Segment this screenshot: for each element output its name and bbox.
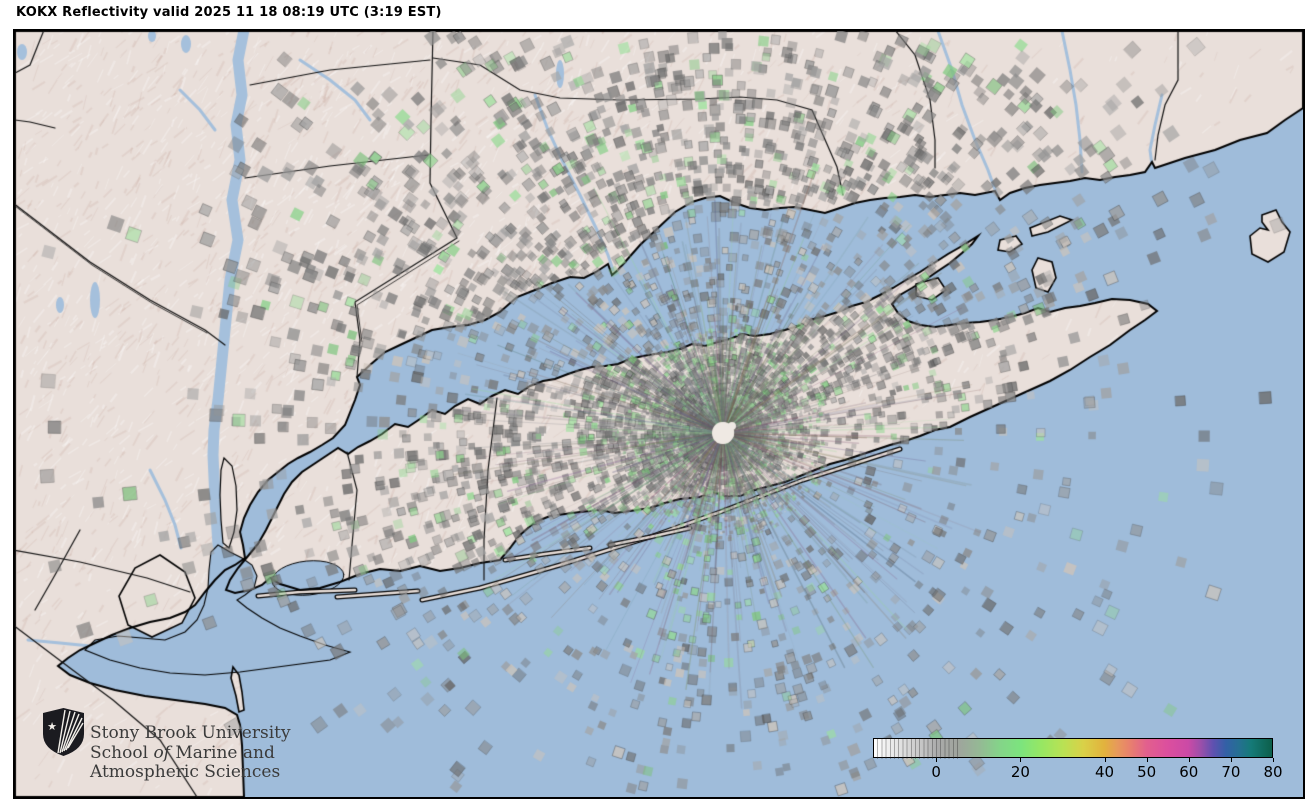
colorbar-tick-label: 40: [1095, 763, 1115, 781]
colorbar-tick-label: 20: [1010, 763, 1030, 781]
map-frame: ★ Stony Brook University School of Marin…: [13, 29, 1305, 799]
svg-text:★: ★: [47, 720, 57, 733]
colorbar-tick-label: 80: [1263, 763, 1283, 781]
radar-map-canvas: [15, 31, 1303, 797]
reflectivity-colorbar: 0 20 40 50 60 70 80: [873, 738, 1283, 781]
colorbar-tick-mark: [936, 758, 938, 762]
logo-line-2: School of Marine and: [90, 742, 275, 763]
logo-line-1: Stony Brook University: [90, 723, 291, 743]
colorbar-tick-label: 60: [1179, 763, 1199, 781]
sbu-shield-icon: ★: [43, 708, 84, 760]
colorbar-discrete-bins: [874, 739, 958, 759]
colorbar-tick-label: 0: [931, 763, 941, 781]
sbu-somas-logo: ★ Stony Brook University School of Marin…: [43, 708, 291, 783]
page-title: KOKX Reflectivity valid 2025 11 18 08:19…: [16, 5, 442, 20]
colorbar-tick-mark: [1273, 758, 1274, 762]
colorbar-tick-mark: [1104, 758, 1106, 762]
sbu-logo-text: Stony Brook University School of Marine …: [90, 723, 291, 783]
colorbar-tick-mark: [1188, 758, 1190, 762]
colorbar-tick-mark: [1230, 758, 1232, 762]
colorbar-gradient: [873, 738, 1273, 759]
logo-line-3: Atmospheric Sciences: [90, 762, 281, 782]
colorbar-tick-mark: [1146, 758, 1148, 762]
colorbar-tick-label: 70: [1221, 763, 1241, 781]
colorbar-tick-mark: [1020, 758, 1022, 762]
colorbar-tick-label: 50: [1137, 763, 1157, 781]
